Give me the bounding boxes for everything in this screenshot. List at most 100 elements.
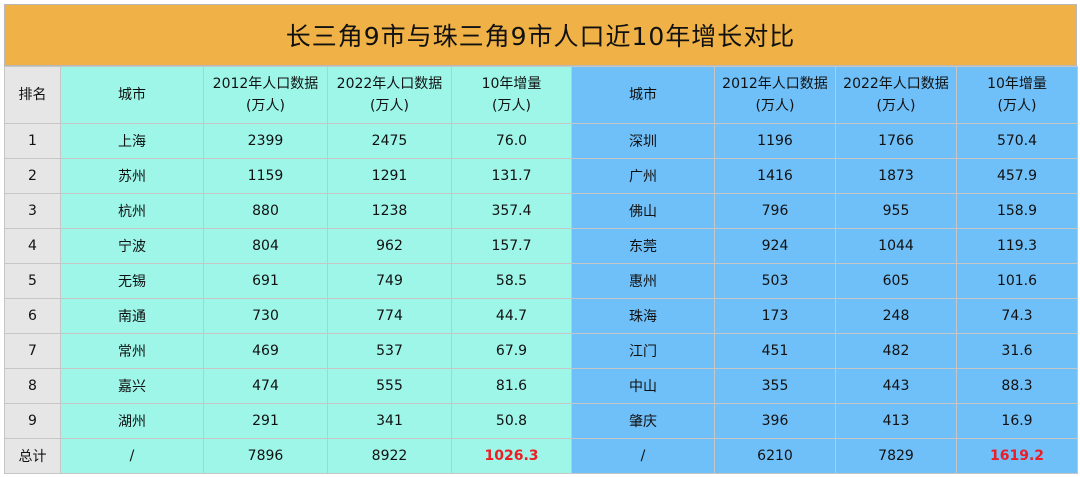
rank-cell: 5 bbox=[4, 263, 61, 299]
prd-growth-cell: 16.9 bbox=[956, 403, 1078, 439]
prd-city-cell: 珠海 bbox=[571, 298, 715, 334]
yrd-city-cell: 上海 bbox=[60, 123, 204, 159]
header-prd-2022: 2022年人口数据 (万人) bbox=[835, 66, 957, 124]
table-row: 8 嘉兴 474 555 81.6 中山 355 443 88.3 bbox=[4, 368, 1078, 404]
comparison-table-container: 长三角9市与珠三角9市人口近10年增长对比 排名 城市 2012年人口数据 (万人… bbox=[4, 4, 1078, 474]
yrd-2012-cell: 474 bbox=[203, 368, 328, 404]
prd-growth-cell: 88.3 bbox=[956, 368, 1078, 404]
total-label-cell: 总计 bbox=[4, 438, 61, 474]
yrd-total-city-cell: / bbox=[60, 438, 204, 474]
table-row: 6 南通 730 774 44.7 珠海 173 248 74.3 bbox=[4, 298, 1078, 334]
yrd-2022-cell: 2475 bbox=[327, 123, 452, 159]
table-row: 1 上海 2399 2475 76.0 深圳 1196 1766 570.4 bbox=[4, 123, 1078, 159]
yrd-growth-cell: 50.8 bbox=[451, 403, 572, 439]
prd-total-2022-cell: 7829 bbox=[835, 438, 957, 474]
yrd-total-2022-cell: 8922 bbox=[327, 438, 452, 474]
prd-total-growth-cell: 1619.2 bbox=[956, 438, 1078, 474]
yrd-2022-cell: 555 bbox=[327, 368, 452, 404]
yrd-city-cell: 无锡 bbox=[60, 263, 204, 299]
prd-city-cell: 中山 bbox=[571, 368, 715, 404]
yrd-2012-cell: 880 bbox=[203, 193, 328, 229]
yrd-2022-cell: 749 bbox=[327, 263, 452, 299]
yrd-growth-cell: 76.0 bbox=[451, 123, 572, 159]
prd-city-cell: 肇庆 bbox=[571, 403, 715, 439]
prd-2012-cell: 1416 bbox=[714, 158, 836, 194]
rank-cell: 7 bbox=[4, 333, 61, 369]
yrd-total-2012-cell: 7896 bbox=[203, 438, 328, 474]
yrd-2022-cell: 1291 bbox=[327, 158, 452, 194]
yrd-2022-cell: 341 bbox=[327, 403, 452, 439]
table-row: 4 宁波 804 962 157.7 东莞 924 1044 119.3 bbox=[4, 228, 1078, 264]
rank-cell: 6 bbox=[4, 298, 61, 334]
prd-growth-cell: 457.9 bbox=[956, 158, 1078, 194]
yrd-2012-cell: 469 bbox=[203, 333, 328, 369]
prd-growth-cell: 74.3 bbox=[956, 298, 1078, 334]
table-title: 长三角9市与珠三角9市人口近10年增长对比 bbox=[4, 4, 1077, 66]
prd-2012-cell: 355 bbox=[714, 368, 836, 404]
prd-2022-cell: 482 bbox=[835, 333, 957, 369]
yrd-2012-cell: 691 bbox=[203, 263, 328, 299]
prd-2022-cell: 1766 bbox=[835, 123, 957, 159]
header-yrd-2022: 2022年人口数据 (万人) bbox=[327, 66, 452, 124]
header-yrd-growth: 10年增量 (万人) bbox=[451, 66, 572, 124]
total-row: 总计 / 7896 8922 1026.3 / 6210 7829 1619.2 bbox=[4, 438, 1078, 474]
header-prd-growth: 10年增量 (万人) bbox=[956, 66, 1078, 124]
prd-growth-cell: 101.6 bbox=[956, 263, 1078, 299]
yrd-2022-cell: 1238 bbox=[327, 193, 452, 229]
yrd-2012-cell: 730 bbox=[203, 298, 328, 334]
prd-2022-cell: 443 bbox=[835, 368, 957, 404]
yrd-2012-cell: 2399 bbox=[203, 123, 328, 159]
prd-2012-cell: 503 bbox=[714, 263, 836, 299]
prd-city-cell: 江门 bbox=[571, 333, 715, 369]
header-rank: 排名 bbox=[4, 66, 61, 124]
rank-cell: 8 bbox=[4, 368, 61, 404]
yrd-2022-cell: 774 bbox=[327, 298, 452, 334]
rank-cell: 3 bbox=[4, 193, 61, 229]
yrd-total-growth-cell: 1026.3 bbox=[451, 438, 572, 474]
prd-growth-cell: 570.4 bbox=[956, 123, 1078, 159]
prd-2022-cell: 955 bbox=[835, 193, 957, 229]
table-row: 2 苏州 1159 1291 131.7 广州 1416 1873 457.9 bbox=[4, 158, 1078, 194]
header-yrd-city: 城市 bbox=[60, 66, 204, 124]
header-yrd-2012: 2012年人口数据 (万人) bbox=[203, 66, 328, 124]
yrd-city-cell: 宁波 bbox=[60, 228, 204, 264]
yrd-growth-cell: 58.5 bbox=[451, 263, 572, 299]
yrd-2022-cell: 537 bbox=[327, 333, 452, 369]
rank-cell: 9 bbox=[4, 403, 61, 439]
yrd-city-cell: 南通 bbox=[60, 298, 204, 334]
table-row: 5 无锡 691 749 58.5 惠州 503 605 101.6 bbox=[4, 263, 1078, 299]
yrd-growth-cell: 44.7 bbox=[451, 298, 572, 334]
header-row: 排名 城市 2012年人口数据 (万人) 2022年人口数据 (万人) 10年增量(… bbox=[4, 66, 1078, 124]
prd-2012-cell: 796 bbox=[714, 193, 836, 229]
prd-2012-cell: 173 bbox=[714, 298, 836, 334]
table-row: 9 湖州 291 341 50.8 肇庆 396 413 16.9 bbox=[4, 403, 1078, 439]
prd-2022-cell: 605 bbox=[835, 263, 957, 299]
yrd-city-cell: 嘉兴 bbox=[60, 368, 204, 404]
prd-2012-cell: 396 bbox=[714, 403, 836, 439]
prd-2022-cell: 413 bbox=[835, 403, 957, 439]
prd-growth-cell: 158.9 bbox=[956, 193, 1078, 229]
yrd-growth-cell: 157.7 bbox=[451, 228, 572, 264]
prd-2022-cell: 1044 bbox=[835, 228, 957, 264]
rank-cell: 1 bbox=[4, 123, 61, 159]
rank-cell: 2 bbox=[4, 158, 61, 194]
prd-city-cell: 惠州 bbox=[571, 263, 715, 299]
yrd-2022-cell: 962 bbox=[327, 228, 452, 264]
population-table: 排名 城市 2012年人口数据 (万人) 2022年人口数据 (万人) 10年增量(… bbox=[4, 66, 1078, 474]
yrd-2012-cell: 291 bbox=[203, 403, 328, 439]
prd-city-cell: 佛山 bbox=[571, 193, 715, 229]
header-prd-2012: 2012年人口数据 (万人) bbox=[714, 66, 836, 124]
table-row: 7 常州 469 537 67.9 江门 451 482 31.6 bbox=[4, 333, 1078, 369]
yrd-city-cell: 苏州 bbox=[60, 158, 204, 194]
yrd-city-cell: 常州 bbox=[60, 333, 204, 369]
prd-2012-cell: 924 bbox=[714, 228, 836, 264]
yrd-2012-cell: 1159 bbox=[203, 158, 328, 194]
prd-growth-cell: 31.6 bbox=[956, 333, 1078, 369]
prd-2022-cell: 1873 bbox=[835, 158, 957, 194]
prd-2022-cell: 248 bbox=[835, 298, 957, 334]
yrd-growth-cell: 357.4 bbox=[451, 193, 572, 229]
rank-cell: 4 bbox=[4, 228, 61, 264]
yrd-city-cell: 杭州 bbox=[60, 193, 204, 229]
prd-total-city-cell: / bbox=[571, 438, 715, 474]
yrd-growth-cell: 131.7 bbox=[451, 158, 572, 194]
